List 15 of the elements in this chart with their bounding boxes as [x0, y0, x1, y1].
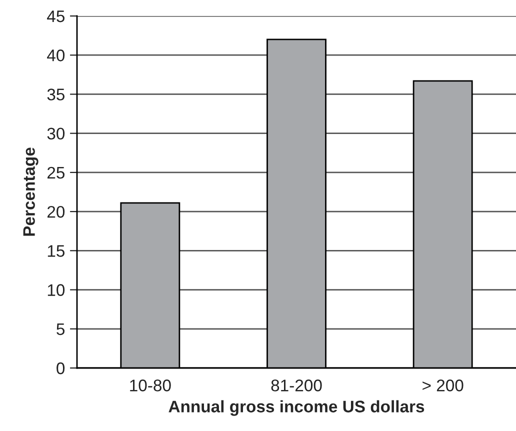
- y-tick-label: 40: [47, 50, 65, 62]
- y-tick-label: 35: [47, 88, 64, 100]
- y-axis-title: Percentage: [23, 148, 38, 236]
- y-tick-label: 20: [47, 206, 65, 218]
- y-tick-label: 15: [48, 245, 64, 257]
- x-tick-label: 81-200: [271, 380, 322, 392]
- y-tick-label: 45: [47, 10, 64, 22]
- y-tick-label: 0: [56, 362, 65, 374]
- y-tick-label: 30: [47, 128, 65, 140]
- y-tick-label: 10: [48, 284, 65, 296]
- x-axis-title: Annual gross income US dollars: [168, 400, 424, 416]
- y-tick-label: 25: [47, 166, 64, 179]
- x-tick-label: > 200: [422, 380, 464, 392]
- y-tick-label: 5: [56, 323, 64, 336]
- x-tick-label: 10-80: [130, 380, 171, 392]
